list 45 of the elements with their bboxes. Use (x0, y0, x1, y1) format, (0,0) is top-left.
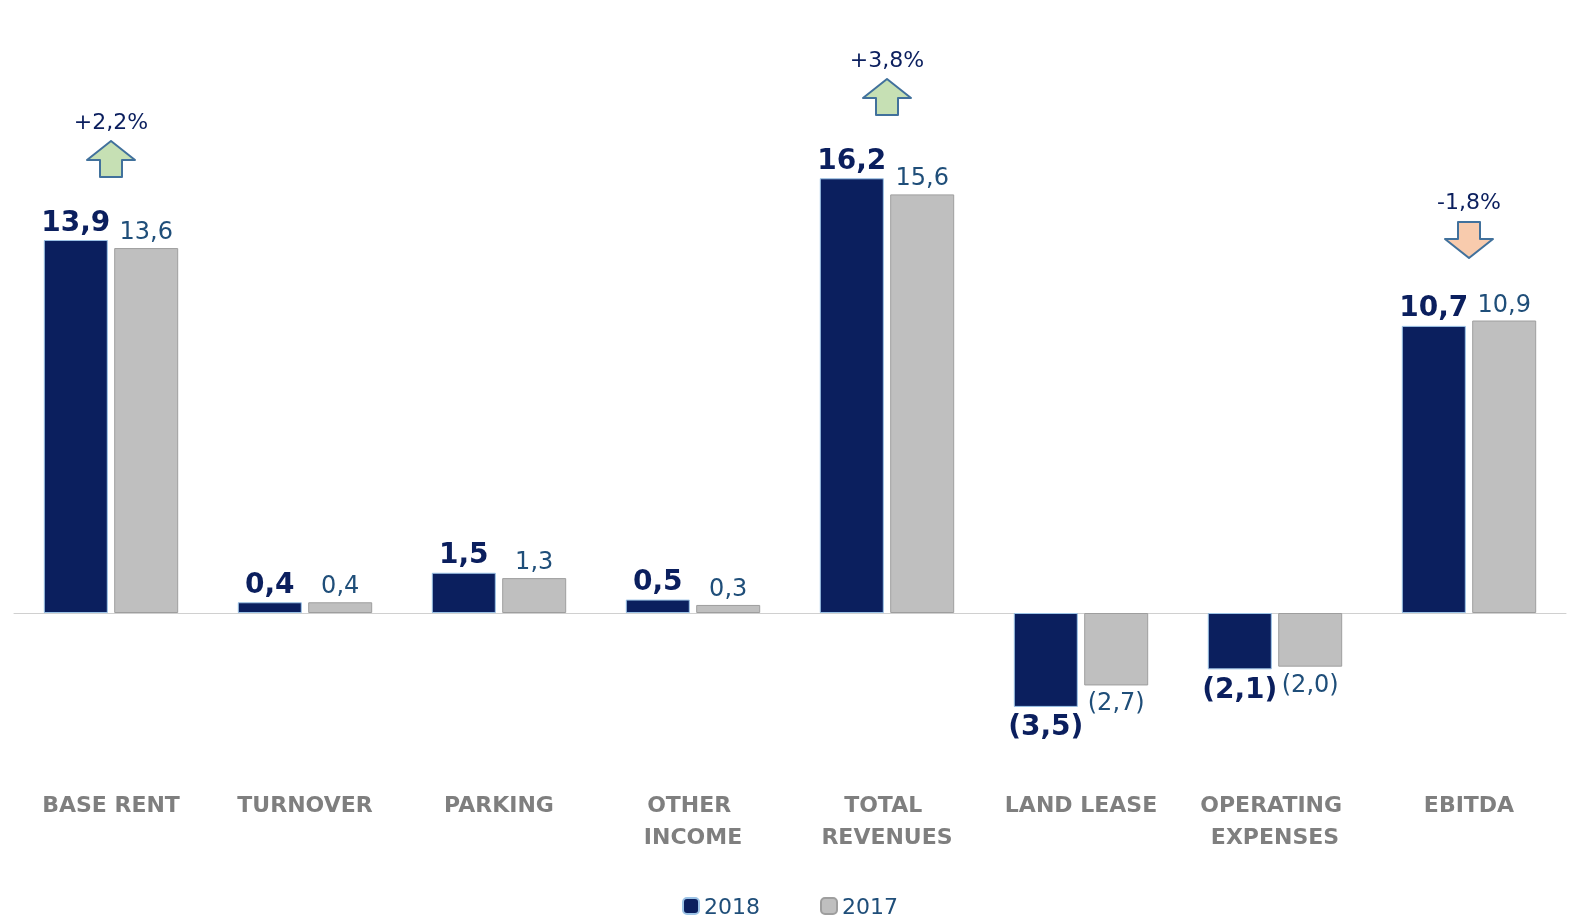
data-label: 0,4 (321, 571, 360, 600)
bar (1401, 325, 1466, 613)
bar (43, 240, 108, 613)
text: +3,8% (849, 46, 925, 72)
data-label: 13,9 (41, 204, 111, 238)
bar (114, 248, 179, 613)
legend-label: 2017 (842, 893, 898, 919)
x-tick-label: EBITDA (1423, 791, 1515, 817)
bar (237, 602, 302, 613)
bar (696, 604, 761, 613)
data-label: 0,3 (709, 573, 748, 602)
x-tick-label: OTHER INCOME (643, 791, 743, 849)
x-tick-label: LAND LEASE (1004, 791, 1158, 817)
bar (1472, 320, 1537, 613)
data-label: (2,1) (1202, 671, 1278, 705)
legend-label: 2018 (704, 893, 761, 919)
bar (819, 178, 884, 613)
text: +2,2% (73, 108, 149, 134)
data-label: 0,4 (245, 566, 295, 600)
x-tick-label: PARKING (444, 791, 554, 817)
data-label: 0,5 (633, 564, 683, 598)
data-label: 16,2 (817, 142, 887, 176)
data-label: 15,6 (895, 163, 949, 192)
data-label: 13,6 (119, 217, 173, 246)
x-tick-label: OPERATING EXPENSES (1200, 791, 1350, 849)
bar (1207, 613, 1272, 670)
bar (1084, 613, 1149, 686)
x-tick-label: BASE RENT (42, 791, 180, 817)
x-tick-label: TURNOVER (237, 791, 373, 817)
bar (308, 602, 373, 613)
data-label: 1,3 (515, 547, 554, 576)
bar (431, 572, 496, 613)
data-label: 10,7 (1399, 290, 1469, 324)
x-tick-label: TOTAL REVENUES (821, 791, 953, 849)
bar (625, 599, 690, 613)
data-label: 1,5 (439, 537, 489, 571)
bar (1013, 613, 1078, 707)
bar (502, 578, 567, 613)
bar (890, 194, 955, 613)
bar (1278, 613, 1343, 667)
data-label: (3,5) (1008, 709, 1084, 743)
data-label: (2,0) (1281, 669, 1339, 698)
data-label: (2,7) (1087, 688, 1145, 717)
annotation: -1,8% (1437, 189, 1501, 215)
data-label: 10,9 (1477, 289, 1531, 318)
